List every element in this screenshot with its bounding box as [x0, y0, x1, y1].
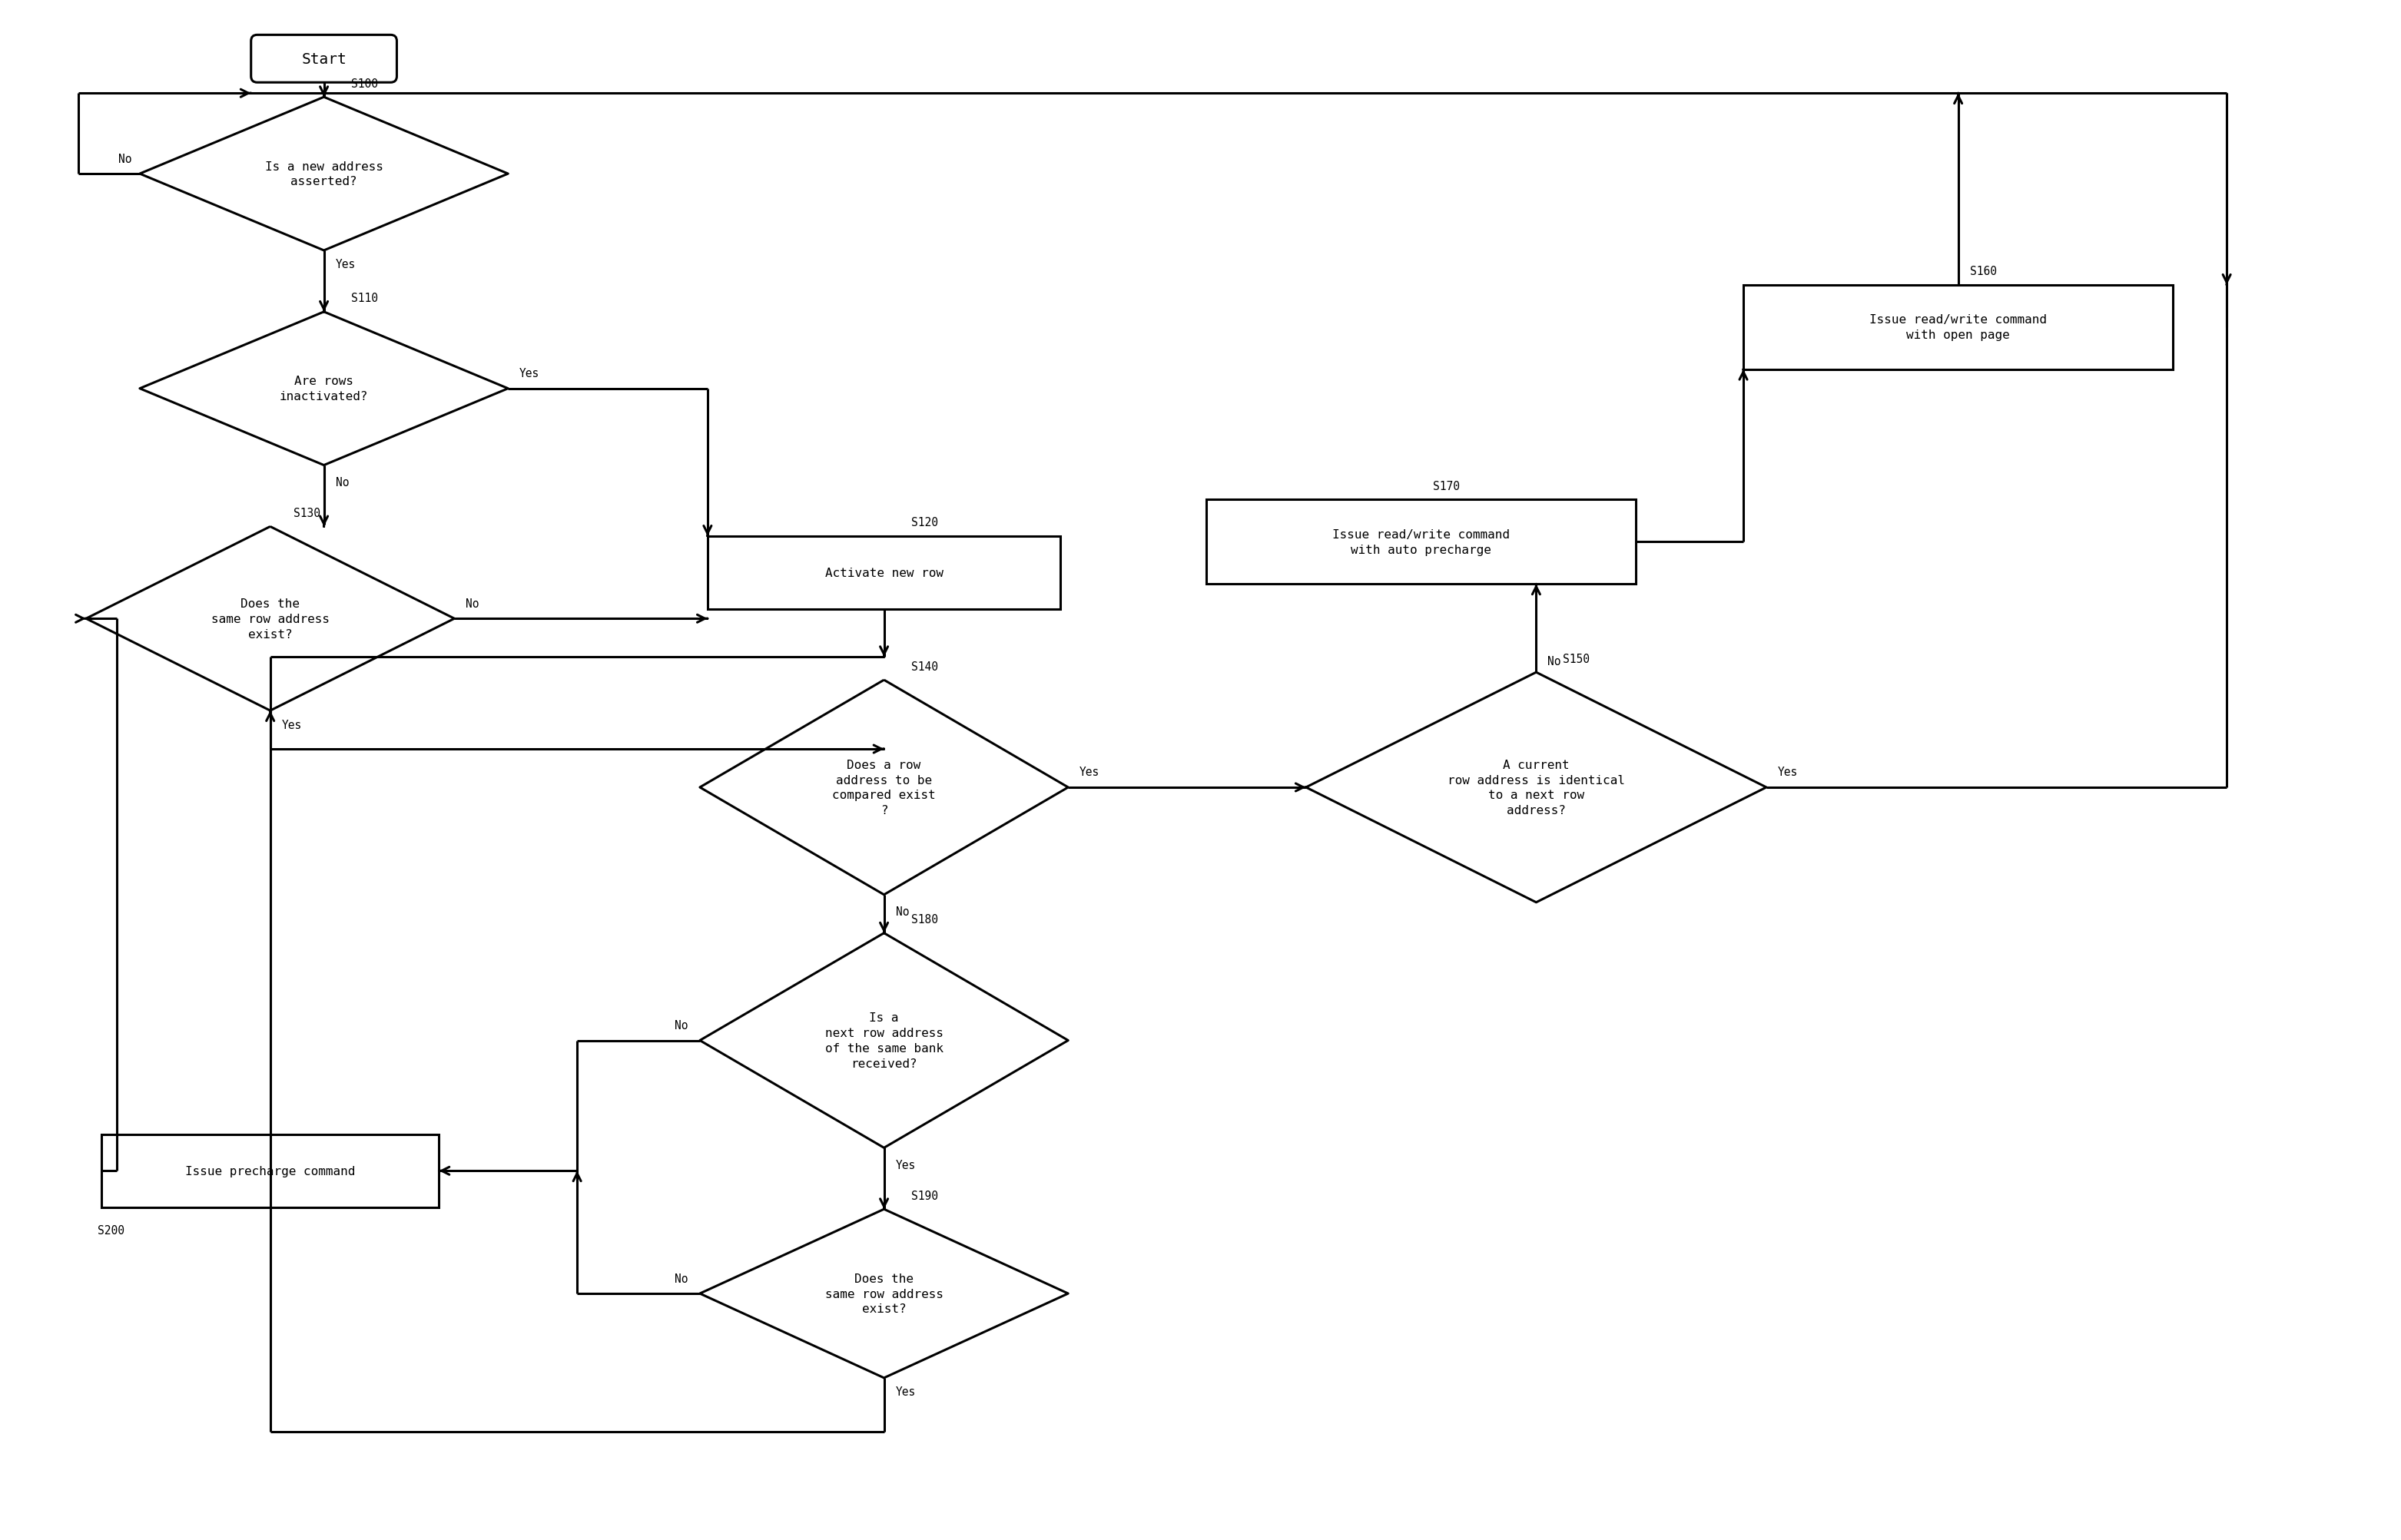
- Text: S200: S200: [98, 1224, 125, 1237]
- Text: No: No: [675, 1272, 689, 1284]
- Text: No: No: [118, 154, 132, 165]
- Text: No: No: [336, 477, 348, 488]
- Bar: [708, 536, 1061, 610]
- Text: Issue precharge command: Issue precharge command: [185, 1166, 355, 1177]
- Text: No: No: [675, 1019, 689, 1032]
- Text: S170: S170: [1433, 480, 1460, 493]
- Text: S120: S120: [910, 517, 939, 528]
- Text: Does the
same row address
exist?: Does the same row address exist?: [211, 598, 329, 641]
- Text: Does a row
address to be
compared exist
?: Does a row address to be compared exist …: [833, 759, 936, 816]
- Text: No: No: [466, 598, 480, 610]
- Text: A current
row address is identical
to a next row
address?: A current row address is identical to a …: [1448, 759, 1625, 816]
- Text: Is a
next row address
of the same bank
received?: Is a next row address of the same bank r…: [826, 1012, 944, 1069]
- Text: Yes: Yes: [896, 1160, 915, 1170]
- Text: Start: Start: [303, 52, 346, 66]
- Text: Yes: Yes: [896, 1386, 915, 1397]
- Text: Yes: Yes: [519, 368, 540, 379]
- Text: S110: S110: [351, 293, 377, 305]
- Text: S150: S150: [1563, 653, 1589, 665]
- Text: Activate new row: Activate new row: [826, 567, 944, 579]
- Bar: [101, 1135, 439, 1207]
- Text: Is a new address
asserted?: Is a new address asserted?: [264, 162, 384, 188]
- Text: Are rows
inactivated?: Are rows inactivated?: [279, 376, 367, 402]
- Text: S160: S160: [1969, 266, 1998, 277]
- Text: S180: S180: [910, 913, 939, 926]
- Bar: [1743, 285, 2173, 370]
- Text: Yes: Yes: [1080, 767, 1100, 778]
- Text: S100: S100: [351, 79, 377, 89]
- Text: No: No: [1549, 656, 1561, 667]
- Text: S130: S130: [293, 507, 319, 519]
- Text: S190: S190: [910, 1190, 939, 1201]
- Text: Yes: Yes: [336, 259, 355, 271]
- Text: Issue read/write command
with open page: Issue read/write command with open page: [1870, 314, 2048, 340]
- Text: S140: S140: [910, 661, 939, 673]
- Text: Issue read/write command
with auto precharge: Issue read/write command with auto prech…: [1333, 528, 1510, 556]
- Text: No: No: [896, 906, 910, 918]
- Text: Yes: Yes: [1777, 767, 1798, 778]
- Bar: [1205, 500, 1635, 585]
- Text: Does the
same row address
exist?: Does the same row address exist?: [826, 1272, 944, 1315]
- Text: Yes: Yes: [281, 719, 303, 730]
